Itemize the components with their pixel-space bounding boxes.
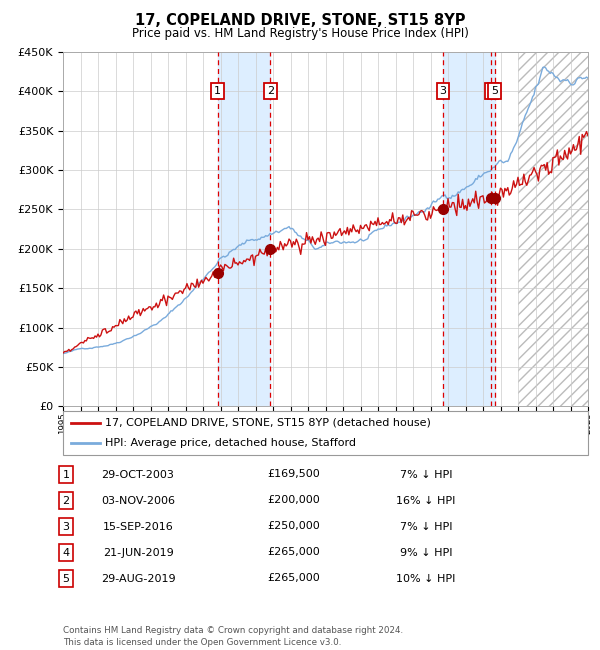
Text: 29-OCT-2003: 29-OCT-2003 xyxy=(101,469,175,480)
Text: 21-JUN-2019: 21-JUN-2019 xyxy=(103,547,173,558)
Text: 7% ↓ HPI: 7% ↓ HPI xyxy=(400,469,452,480)
Text: 29-AUG-2019: 29-AUG-2019 xyxy=(101,573,175,584)
Text: 17, COPELAND DRIVE, STONE, ST15 8YP: 17, COPELAND DRIVE, STONE, ST15 8YP xyxy=(135,13,465,28)
Text: 3: 3 xyxy=(439,86,446,96)
Text: 2: 2 xyxy=(266,86,274,96)
Text: £250,000: £250,000 xyxy=(268,521,320,532)
Bar xyxy=(518,52,588,406)
Text: 3: 3 xyxy=(62,521,70,532)
Text: 16% ↓ HPI: 16% ↓ HPI xyxy=(397,495,455,506)
Text: £265,000: £265,000 xyxy=(268,573,320,584)
Text: £265,000: £265,000 xyxy=(268,547,320,558)
Text: 5: 5 xyxy=(62,573,70,584)
Text: 1: 1 xyxy=(214,86,221,96)
Text: 1: 1 xyxy=(62,469,70,480)
Text: 03-NOV-2006: 03-NOV-2006 xyxy=(101,495,175,506)
Text: Price paid vs. HM Land Registry's House Price Index (HPI): Price paid vs. HM Land Registry's House … xyxy=(131,27,469,40)
Text: 17, COPELAND DRIVE, STONE, ST15 8YP (detached house): 17, COPELAND DRIVE, STONE, ST15 8YP (det… xyxy=(105,418,431,428)
Text: £200,000: £200,000 xyxy=(268,495,320,506)
Text: £169,500: £169,500 xyxy=(268,469,320,480)
Text: Contains HM Land Registry data © Crown copyright and database right 2024.
This d: Contains HM Land Registry data © Crown c… xyxy=(63,626,403,647)
FancyBboxPatch shape xyxy=(63,411,588,455)
Text: HPI: Average price, detached house, Stafford: HPI: Average price, detached house, Staf… xyxy=(105,438,356,448)
Text: 15-SEP-2016: 15-SEP-2016 xyxy=(103,521,173,532)
Text: 9% ↓ HPI: 9% ↓ HPI xyxy=(400,547,452,558)
Text: 5: 5 xyxy=(491,86,498,96)
Text: 4: 4 xyxy=(62,547,70,558)
Bar xyxy=(443,52,494,406)
Text: 10% ↓ HPI: 10% ↓ HPI xyxy=(397,573,455,584)
Text: 7% ↓ HPI: 7% ↓ HPI xyxy=(400,521,452,532)
Bar xyxy=(218,52,270,406)
Text: 4: 4 xyxy=(488,86,495,96)
Text: 2: 2 xyxy=(62,495,70,506)
